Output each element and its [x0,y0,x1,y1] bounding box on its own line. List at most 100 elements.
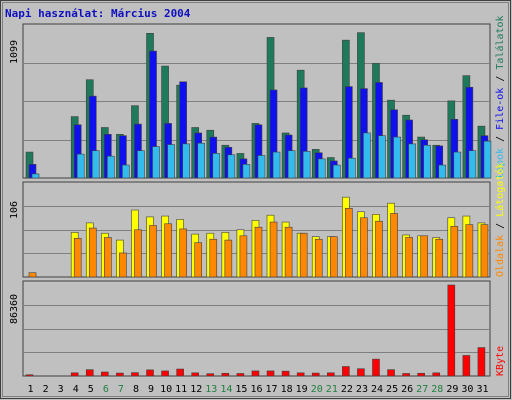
x-tick-label-8: 8 [133,384,139,395]
x-tick-label-1: 1 [28,384,34,395]
bar-hits-lapok-day-22 [348,157,356,179]
x-tick-label-28: 28 [431,384,443,395]
bar-kbytes-kbyte-day-12 [191,372,200,377]
bar-visits-oldalak-day-11 [179,228,187,278]
plot-panels [22,23,491,377]
bar-hits-lapok-day-8 [137,150,145,179]
bar-hits-lapok-day-28 [438,164,447,179]
bar-visits-oldalak-day-25 [390,213,398,278]
bar-hits-lapok-day-21 [332,164,341,179]
bar-hits-lapok-day-11 [182,143,190,179]
bar-kbytes-kbyte-day-6 [101,371,109,377]
bar-visits-oldalak-day-26 [405,237,413,278]
bar-hits-lapok-day-18 [287,150,296,179]
chart-frame-inner [2,2,509,397]
bar-hits-lapok-day-12 [197,142,206,179]
bar-visits-oldalak-day-16 [254,226,263,278]
bar-visits-oldalak-day-29 [450,226,459,278]
bar-kbytes-kbyte-day-29 [447,284,456,377]
bar-kbytes-kbyte-day-11 [176,368,184,377]
legend-label-lapok: Lapok [495,148,506,178]
x-tick-label-5: 5 [88,384,94,395]
bar-hits-lapok-day-15 [242,164,251,179]
bar-hits-lapok-day-5 [91,150,100,179]
panel-kbytes-ymax-label: 86360 [9,294,20,324]
bar-hits-lapok-day-27 [423,144,431,179]
x-tick-label-11: 11 [175,384,187,395]
legend-label-kbyte: KByte [495,346,506,376]
bar-hits-lapok-day-14 [227,154,236,179]
bar-kbytes-kbyte-day-22 [342,366,350,377]
legend-top-labels: Lapok / File-ok / Találatok [494,15,506,178]
bar-kbytes-kbyte-day-26 [402,373,410,377]
bar-kbytes-kbyte-day-1 [25,374,34,377]
x-tick-label-20: 20 [311,384,323,395]
bar-kbytes-kbyte-day-10 [161,370,169,377]
bar-visits-oldalak-day-18 [284,226,293,278]
panel-kbytes-background [22,280,491,377]
bar-kbytes-kbyte-day-16 [251,370,260,377]
x-tick-label-10: 10 [160,384,172,395]
x-tick-label-18: 18 [281,384,293,395]
x-tick-label-25: 25 [386,384,398,395]
bar-kbytes-kbyte-day-14 [221,372,230,377]
bar-visits-oldalak-day-6 [104,237,112,278]
bar-kbytes-kbyte-day-7 [116,372,124,377]
bar-visits-oldalak-day-15 [239,235,248,278]
bar-hits-lapok-day-24 [378,135,386,179]
bar-kbytes-kbyte-day-18 [281,370,290,377]
x-tick-label-12: 12 [190,384,202,395]
bar-visits-oldalak-day-17 [269,221,278,278]
bar-hits-lapok-day-10 [167,144,175,179]
legend-label-tal-latok: Találatok [494,15,506,69]
x-tick-label-15: 15 [235,384,247,395]
bar-visits-oldalak-day-22 [345,208,353,278]
bar-hits-lapok-day-4 [76,153,85,179]
bar-visits-oldalak-day-1 [28,272,37,278]
x-tick-label-13: 13 [205,384,217,395]
bar-hits-lapok-day-20 [317,158,326,179]
bar-hits-lapok-day-30 [468,150,477,179]
bar-hits-lapok-day-19 [302,151,311,179]
bar-hits-lapok-day-6 [107,155,115,179]
bar-hits-lapok-day-13 [212,153,221,179]
x-tick-label-7: 7 [118,384,124,395]
panel-visits-ymax-label: 106 [9,201,20,219]
bar-kbytes-kbyte-day-4 [70,372,79,377]
bar-kbytes-kbyte-day-23 [357,368,365,377]
bar-visits-oldalak-day-9 [149,225,157,278]
bar-kbytes-kbyte-day-13 [206,373,215,377]
x-tick-label-29: 29 [446,384,458,395]
bar-visits-oldalak-day-14 [224,239,233,278]
bar-hits-lapok-day-1 [31,173,40,179]
bar-kbytes-kbyte-day-24 [372,358,380,377]
bar-kbytes-kbyte-day-25 [387,369,395,377]
legend-label-file-ok: File-ok [495,88,506,130]
bar-marks [25,32,492,377]
x-tick-label-22: 22 [341,384,353,395]
bar-visits-oldalak-day-20 [314,238,323,278]
bar-visits-oldalak-day-12 [194,242,203,278]
x-tick-label-3: 3 [58,384,64,395]
legend-middle-labels: Oldalak / Látogatók [494,163,506,277]
x-tick-label-24: 24 [371,384,383,395]
legend-separator: / [495,217,506,235]
bar-hits-lapok-day-26 [408,143,416,179]
bar-visits-oldalak-day-8 [134,229,142,278]
x-tick-label-2: 2 [43,384,49,395]
legend-label-oldalak: Oldalak [495,235,506,277]
x-tick-label-27: 27 [416,384,428,395]
bar-kbytes-kbyte-day-19 [296,372,305,377]
legend-label-l-togat-k: Látogatók [494,163,506,217]
bar-hits-lapok-day-25 [393,136,401,179]
bar-visits-oldalak-day-23 [360,217,368,278]
bar-kbytes-kbyte-day-17 [266,370,275,377]
bar-hits-lapok-day-7 [122,164,130,179]
x-tick-label-23: 23 [356,384,368,395]
panel-hits-ymax-label: 1099 [9,40,20,64]
x-tick-label-9: 9 [148,384,154,395]
x-tick-label-31: 31 [476,384,488,395]
